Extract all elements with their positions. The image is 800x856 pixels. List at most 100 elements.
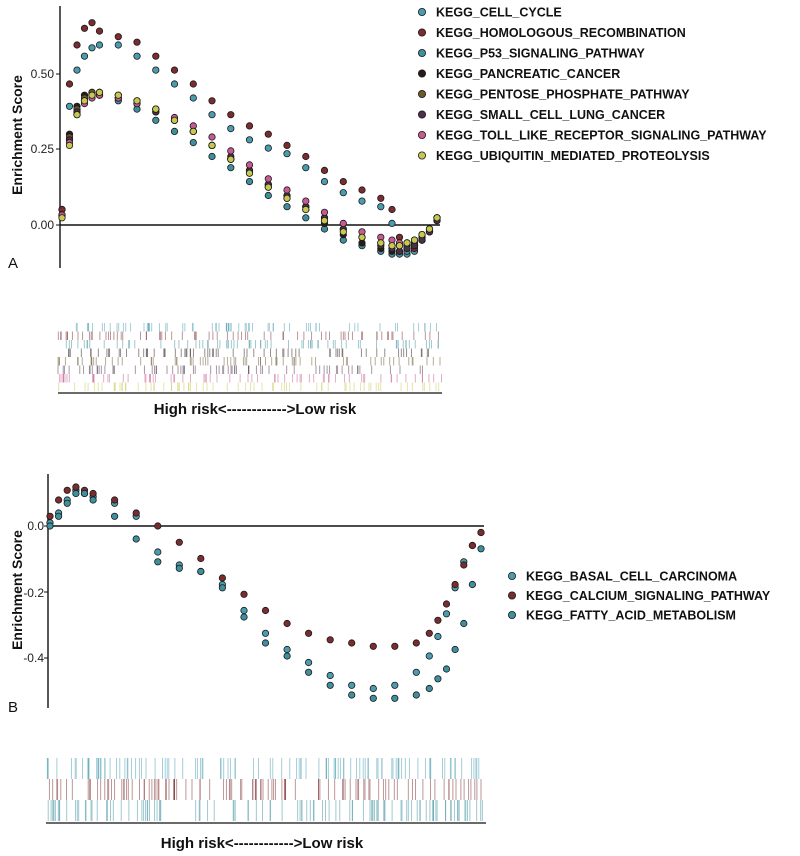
panel-a-legend-label-kegg-toll-like-receptor-signaling-pathway: KEGG_TOLL_LIKE_RECEPTOR_SIGNALING_PATHWA…: [436, 129, 767, 143]
panel-a-point-kegg-p53-signaling-pathway-14: [264, 191, 272, 200]
panel-a: Enrichment Score 0.00 0.25 0.50 A KEGG_C…: [8, 6, 767, 419]
panel-a-point-kegg-ubiquitin-mediated-proteolysis-15: [283, 194, 291, 202]
panel-a-point-kegg-ubiquitin-mediated-proteolysis-23: [403, 239, 411, 247]
panel-a-point-kegg-ubiquitin-mediated-proteolysis-7: [133, 97, 141, 105]
panel-a-point-kegg-toll-like-receptor-signaling-pathway-12: [227, 147, 235, 155]
panel-b-legend-marker-kegg-fatty-acid-metabolism: [507, 611, 516, 620]
panel-b-point-kegg-calcium-signaling-pathway-22: [434, 616, 442, 624]
panel-b-point-kegg-calcium-signaling-pathway-6: [111, 496, 119, 504]
panel-a-point-kegg-toll-like-receptor-signaling-pathway-17: [320, 208, 329, 216]
panel-b-point-kegg-fatty-acid-metabolism-10: [197, 567, 205, 576]
panel-a-point-kegg-ubiquitin-mediated-proteolysis-20: [377, 239, 385, 247]
panel-b-point-kegg-calcium-signaling-pathway-2: [63, 486, 71, 494]
panel-a-point-kegg-ubiquitin-mediated-proteolysis-19: [358, 233, 366, 241]
panel-b-y-axis-label: Enrichment Score: [9, 530, 25, 650]
panel-b-point-kegg-basal-cell-carcinoma-19: [391, 681, 399, 689]
panel-a-legend-label-kegg-small-cell-lung-cancer: KEGG_SMALL_CELL_LUNG_CANCER: [436, 108, 665, 122]
panel-b-point-kegg-basal-cell-carcinoma-23: [442, 610, 451, 618]
panel-b-point-kegg-calcium-signaling-pathway-14: [283, 619, 291, 628]
panel-a-y-tick-1: 0.25: [31, 142, 55, 156]
panel-a-point-kegg-ubiquitin-mediated-proteolysis-5: [95, 88, 104, 97]
panel-a-point-kegg-ubiquitin-mediated-proteolysis-9: [170, 116, 179, 124]
panel-b-point-kegg-fatty-acid-metabolism-11: [218, 584, 226, 592]
panel-a-point-kegg-ubiquitin-mediated-proteolysis-13: [245, 169, 254, 177]
panel-b-y-tick-2: 0.0: [27, 519, 44, 533]
panel-b-point-kegg-basal-cell-carcinoma-21: [425, 652, 433, 660]
panel-a-legend-marker-kegg-pentose-phosphate-pathway: [417, 90, 426, 99]
panel-b-point-kegg-calcium-signaling-pathway-8: [154, 522, 162, 530]
panel-b-point-kegg-fatty-acid-metabolism-25: [460, 619, 468, 628]
panel-a-point-kegg-homologous-recombination-16: [302, 152, 310, 161]
panel-b-point-kegg-calcium-signaling-pathway-11: [218, 574, 226, 582]
panel-a-point-kegg-cell-cycle-8: [152, 66, 160, 74]
panel-a-point-kegg-cell-cycle-18: [339, 189, 347, 197]
panel-a-point-kegg-cell-cycle-10: [189, 94, 197, 102]
panel-a-point-kegg-ubiquitin-mediated-proteolysis-11: [208, 141, 216, 149]
panel-b-point-kegg-fatty-acid-metabolism-15: [304, 668, 313, 676]
panel-a-point-kegg-p53-signaling-pathway-12: [227, 164, 235, 172]
panel-b-point-kegg-calcium-signaling-pathway-16: [326, 636, 334, 644]
panel-b-legend-marker-kegg-calcium-signaling-pathway: [507, 591, 516, 600]
panel-b-y-tick-1: -0.2: [23, 586, 44, 600]
panel-a-point-kegg-ubiquitin-mediated-proteolysis-12: [227, 155, 235, 163]
panel-a-point-kegg-cell-cycle-11: [208, 111, 216, 119]
panel-b-point-kegg-fatty-acid-metabolism-27: [477, 545, 485, 553]
panel-b-point-kegg-fatty-acid-metabolism-20: [412, 691, 420, 699]
panel-a-point-kegg-ubiquitin-mediated-proteolysis-3: [80, 97, 89, 105]
panel-b-legend-label-kegg-basal-cell-carcinoma: KEGG_BASAL_CELL_CARCINOMA: [526, 570, 737, 584]
panel-a-point-kegg-p53-signaling-pathway-8: [152, 116, 160, 124]
panel-b-point-kegg-fatty-acid-metabolism-2: [63, 499, 71, 507]
panel-a-legend-label-kegg-pancreatic-cancer: KEGG_PANCREATIC_CANCER: [436, 67, 620, 81]
panel-b-point-kegg-calcium-signaling-pathway-13: [261, 606, 270, 615]
panel-a-point-kegg-homologous-recombination-15: [283, 141, 291, 149]
panel-b-point-kegg-calcium-signaling-pathway-0: [46, 512, 54, 520]
panel-a-point-kegg-ubiquitin-mediated-proteolysis-25: [418, 231, 426, 239]
panel-a-y-tick-0: 0.00: [31, 218, 55, 232]
panel-b-point-kegg-basal-cell-carcinoma-17: [348, 681, 356, 689]
panel-a-point-kegg-homologous-recombination-13: [245, 122, 254, 130]
panel-b-point-kegg-fatty-acid-metabolism-18: [369, 694, 377, 702]
panel-a-point-kegg-cell-cycle-9: [170, 80, 179, 88]
panel-b-point-kegg-fatty-acid-metabolism-14: [283, 652, 291, 660]
panel-a-point-kegg-toll-like-receptor-signaling-pathway-11: [208, 133, 216, 141]
panel-b-point-kegg-fatty-acid-metabolism-22: [434, 675, 442, 683]
panel-b-x-axis-label: High risk<------------>Low risk: [161, 835, 364, 852]
panel-b-legend: KEGG_BASAL_CELL_CARCINOMA KEGG_CALCIUM_SI…: [507, 570, 771, 623]
panel-b-point-kegg-fatty-acid-metabolism-6: [111, 512, 119, 520]
panel-a-point-kegg-cell-cycle-15: [283, 150, 291, 158]
panel-a-legend-marker-kegg-small-cell-lung-cancer: [417, 110, 426, 119]
panel-b-point-kegg-fatty-acid-metabolism-1: [54, 512, 63, 520]
panel-a-point-kegg-toll-like-receptor-signaling-pathway-16: [302, 197, 310, 205]
panel-b-point-kegg-calcium-signaling-pathway-15: [304, 629, 313, 637]
panel-b-point-kegg-fatty-acid-metabolism-21: [425, 684, 433, 693]
panel-a-point-kegg-ubiquitin-mediated-proteolysis-10: [189, 127, 197, 135]
panel-a-point-kegg-homologous-recombination-17: [320, 166, 329, 174]
panel-a-point-kegg-homologous-recombination-4: [88, 19, 96, 27]
panel-b-point-kegg-calcium-signaling-pathway-19: [391, 642, 399, 650]
panel-a-point-kegg-ubiquitin-mediated-proteolysis-21: [388, 242, 396, 250]
panel-a-point-kegg-p53-signaling-pathway-16: [302, 214, 310, 222]
panel-a-point-kegg-ubiquitin-mediated-proteolysis-16: [302, 205, 310, 214]
panel-b-point-kegg-basal-cell-carcinoma-13: [261, 629, 270, 637]
panel-b-point-kegg-calcium-signaling-pathway-18: [369, 642, 377, 650]
panel-a-point-kegg-homologous-recombination-6: [114, 33, 122, 41]
panel-a-point-kegg-cell-cycle-1: [65, 102, 74, 110]
panel-a-point-kegg-cell-cycle-19: [358, 197, 366, 205]
panel-b-point-kegg-basal-cell-carcinoma-8: [154, 548, 162, 556]
panel-b-point-kegg-calcium-signaling-pathway-12: [240, 590, 248, 598]
panel-b-point-kegg-fatty-acid-metabolism-19: [391, 694, 399, 702]
panel-a-point-kegg-homologous-recombination-14: [264, 130, 272, 138]
panel-a-point-kegg-ubiquitin-mediated-proteolysis-1: [65, 141, 74, 149]
panel-a-point-kegg-cell-cycle-6: [114, 41, 122, 49]
panel-b-point-kegg-fatty-acid-metabolism-7: [132, 535, 140, 543]
panel-a-legend-marker-kegg-ubiquitin-mediated-proteolysis: [417, 151, 426, 160]
panel-b-point-kegg-basal-cell-carcinoma-14: [283, 645, 291, 654]
panel-a-point-kegg-homologous-recombination-19: [358, 186, 366, 194]
panel-a-legend-label-kegg-pentose-phosphate-pathway: KEGG_PENTOSE_PHOSPHATE_PATHWAY: [436, 88, 690, 102]
panel-a-point-kegg-homologous-recombination-12: [227, 111, 235, 119]
panel-a-point-kegg-homologous-recombination-20: [377, 194, 385, 202]
panel-a-y-axis-label: Enrichment Score: [9, 75, 25, 195]
panel-b-point-kegg-calcium-signaling-pathway-5: [89, 489, 97, 498]
panel-a-point-kegg-ubiquitin-mediated-proteolysis-6: [114, 91, 122, 99]
